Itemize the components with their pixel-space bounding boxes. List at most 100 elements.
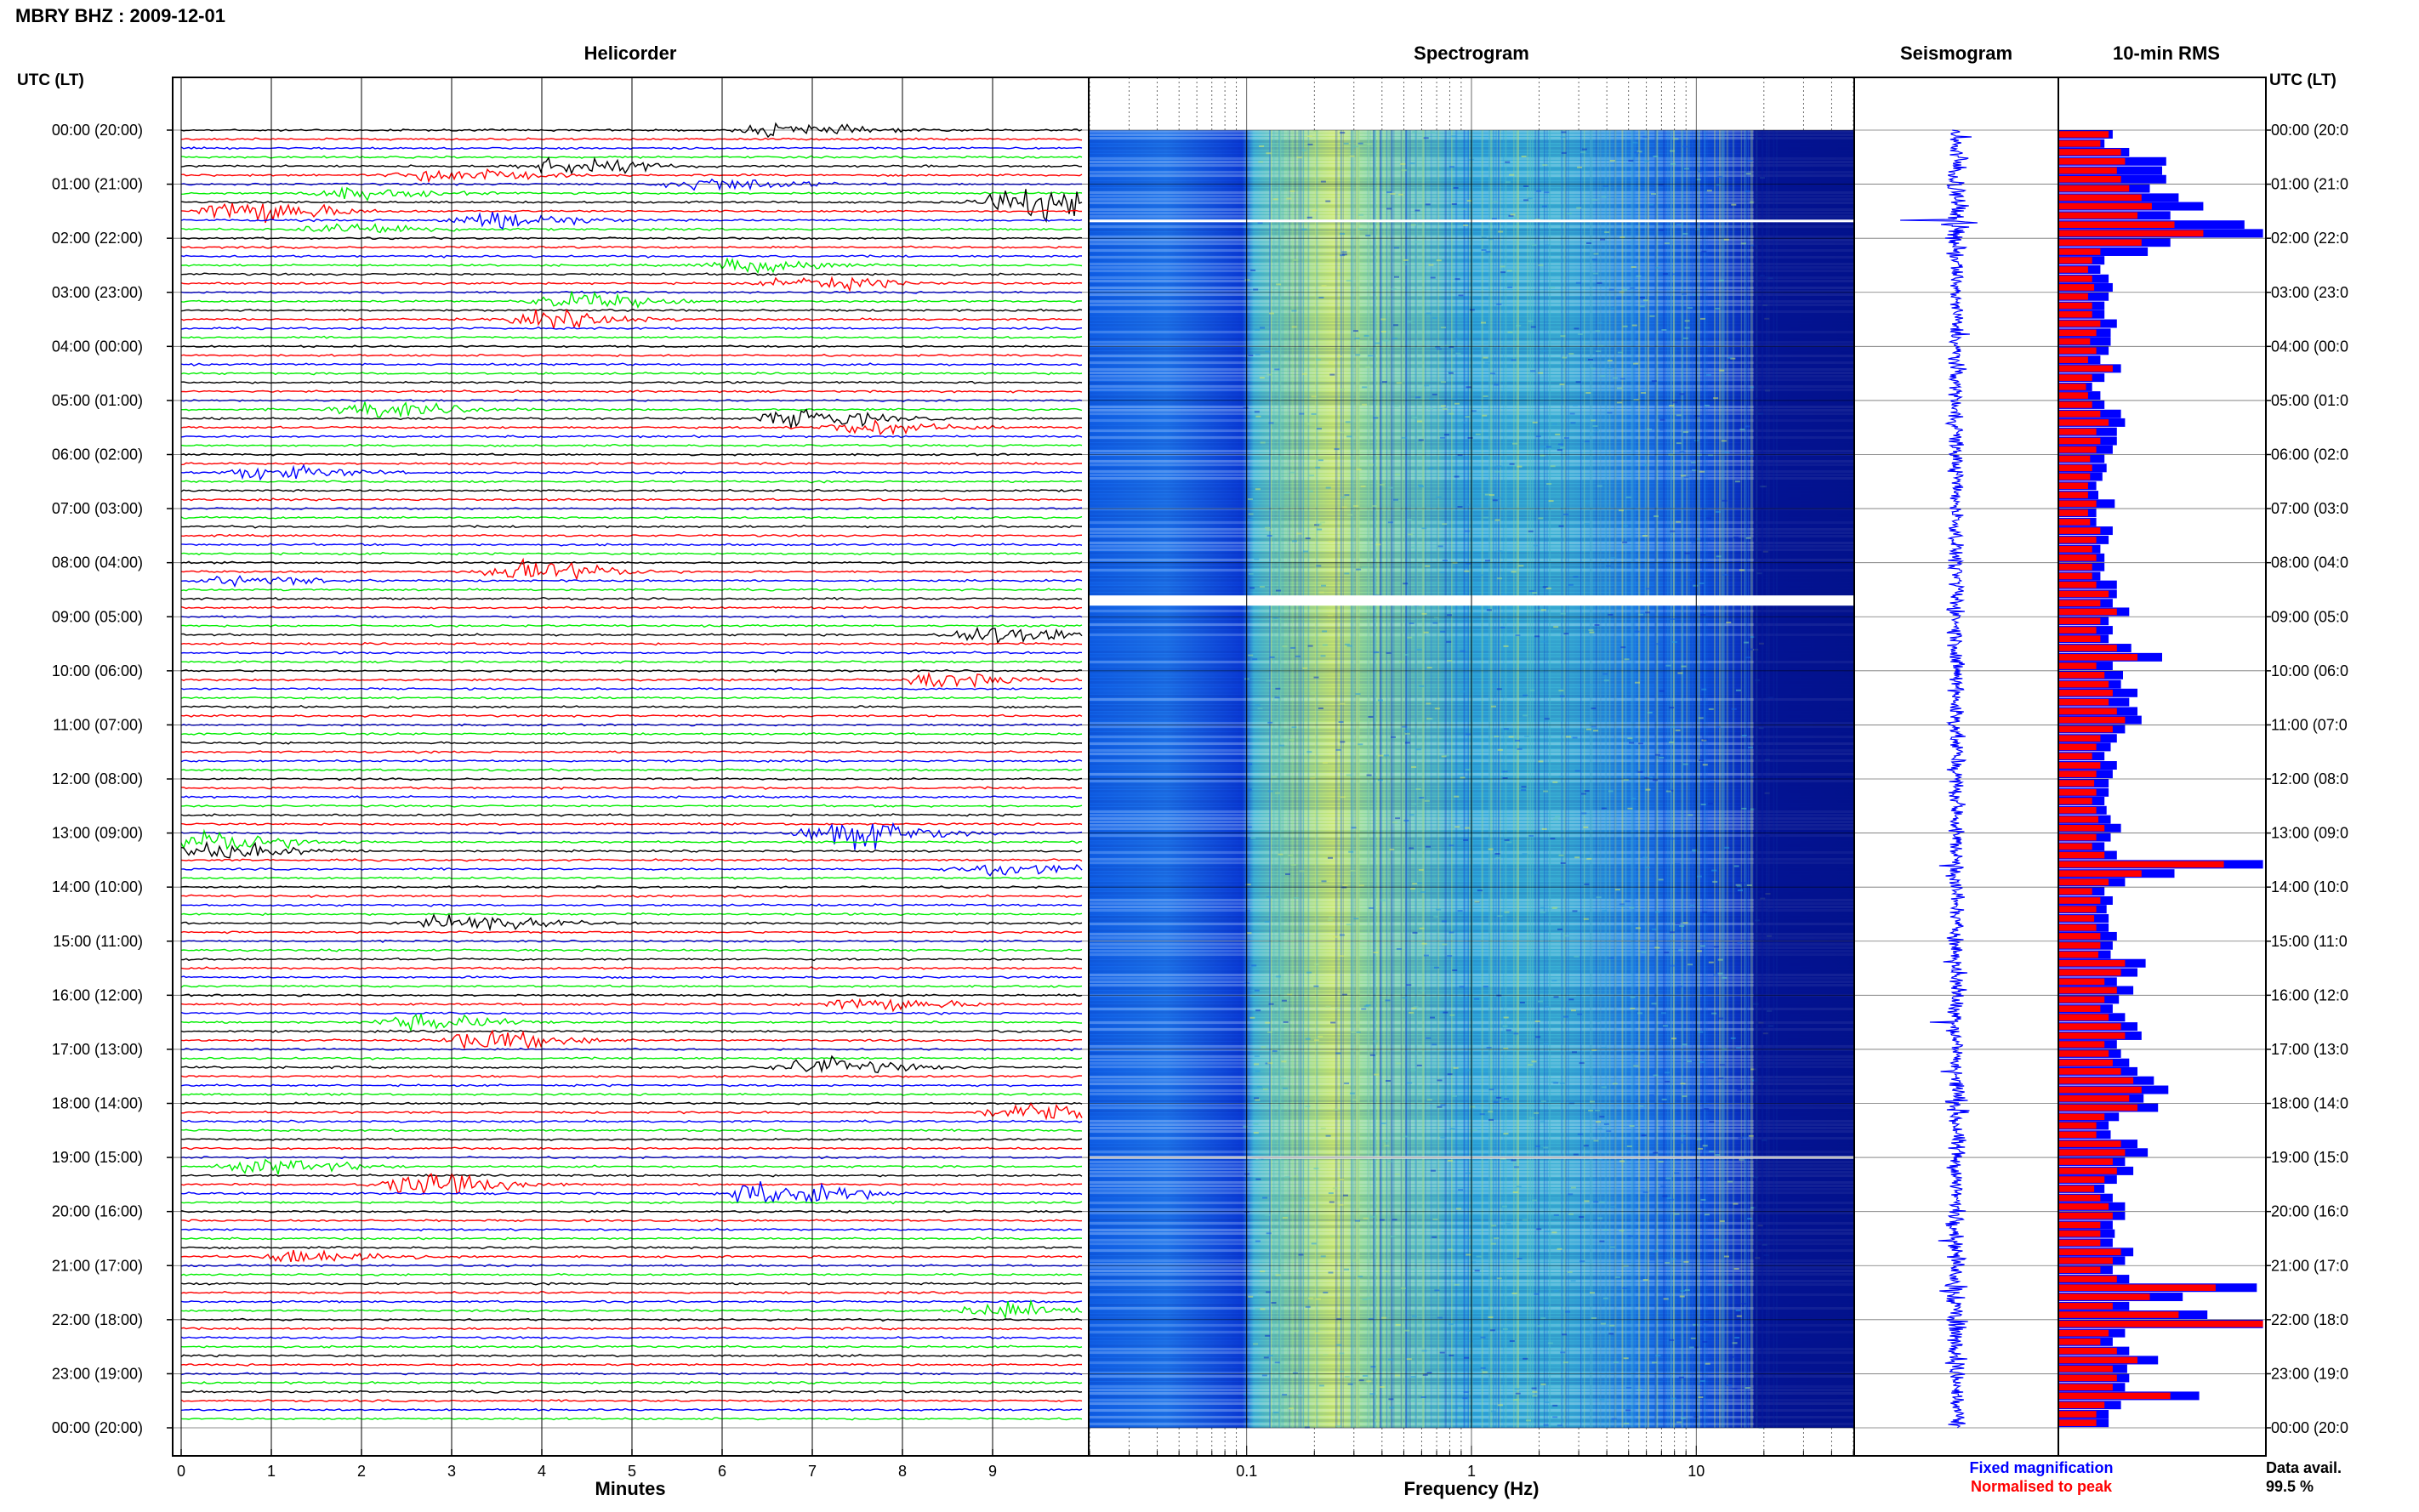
spectrogram-speckle	[1390, 192, 1396, 195]
spectrogram-speckle	[1626, 1145, 1632, 1147]
spectrogram-speckle	[1465, 1069, 1471, 1071]
rms-bar-normalised	[2059, 500, 2097, 508]
spectrogram-speckle	[1678, 1376, 1684, 1378]
spectrogram-speckle	[1601, 807, 1607, 810]
spectrogram-speckle	[1469, 1340, 1475, 1343]
spectrogram-speckle	[1363, 1374, 1368, 1377]
spectrogram-speckle	[1679, 393, 1685, 395]
spectrogram-speckle	[1559, 384, 1565, 385]
spectrogram-speckle	[1713, 1238, 1719, 1241]
spectrogram-speckle	[1723, 238, 1729, 241]
spectrogram-speckle	[1531, 1387, 1537, 1390]
spectrogram-speckle	[1625, 1409, 1631, 1412]
spectrogram-speckle	[1328, 361, 1334, 364]
spectrogram-speckle	[1369, 1215, 1375, 1218]
rms-bar-normalised	[2059, 798, 2092, 804]
spectrogram-speckle	[1254, 1055, 1260, 1058]
spectrogram-speckle	[1348, 850, 1354, 853]
spectrogram-speckle	[1454, 826, 1460, 828]
spectrogram-speckle	[1346, 774, 1352, 776]
spectrogram-speckle	[1682, 1095, 1688, 1098]
spectrogram-speckle	[1639, 305, 1645, 308]
spectrogram-speckle	[1738, 1137, 1744, 1140]
spectrogram-speckle	[1340, 796, 1346, 799]
rms-bar-normalised	[2059, 1266, 2101, 1274]
spectrogram-speckle	[1745, 173, 1751, 175]
spectrogram-speckle	[1676, 520, 1681, 523]
spectrogram-speckle	[1534, 1293, 1540, 1295]
seismogram-trace	[1900, 129, 1978, 1429]
spectrogram-speckle	[1568, 998, 1574, 1001]
spectrogram-speckle	[1676, 414, 1682, 417]
spectrogram-speckle	[1659, 756, 1665, 759]
spectrogram-speckle	[1669, 405, 1675, 407]
spectrogram-speckle	[1681, 475, 1686, 477]
spectrogram-speckle	[1401, 169, 1407, 172]
spectrogram-speckle	[1695, 537, 1701, 540]
spectrogram-speckle	[1584, 1200, 1590, 1202]
spectrogram-speckle	[1366, 1297, 1372, 1299]
spectrogram-speckle	[1693, 1176, 1699, 1179]
spectrogram-speckle	[1496, 1277, 1502, 1280]
spectrogram-speckle	[1513, 1032, 1519, 1035]
spectrogram-speckle	[1730, 1037, 1736, 1039]
spectrogram-speckle	[1266, 895, 1272, 898]
rms-bar-normalised	[2059, 708, 2117, 715]
spectrogram-speckle	[1696, 950, 1702, 952]
figure-title: MBRY BHZ : 2009-12-01	[15, 5, 225, 26]
spectrogram-speckle	[1540, 1120, 1545, 1123]
spectrogram-speckle	[1497, 1404, 1503, 1407]
spectrogram-speckle	[1278, 853, 1283, 855]
spectrogram-speckle	[1515, 634, 1521, 637]
spectrogram-speckle	[1333, 1108, 1339, 1111]
rms-bar-normalised	[2059, 1339, 2101, 1345]
spectrogram-speckle	[1583, 1145, 1589, 1147]
spectrogram-speckle	[1420, 989, 1426, 992]
spectrogram-speckle	[1461, 421, 1467, 423]
spectrogram-speckle	[1597, 1127, 1603, 1129]
spectrogram-speckle	[1461, 207, 1467, 210]
spectrogram-speckle	[1577, 166, 1583, 168]
spectrogram-speckle	[1563, 437, 1569, 440]
spectrogram-speckle	[1591, 1178, 1597, 1180]
spectrogram-speckle	[1343, 1194, 1348, 1197]
spectrogram-speckle	[1574, 856, 1580, 859]
spectrogram-speckle	[1305, 1106, 1311, 1107]
spectrogram-speckle	[1676, 224, 1682, 226]
spectrogram-speckle	[1444, 344, 1450, 347]
spectrogram-speckle	[1544, 191, 1550, 194]
spectrogram-speckle	[1291, 540, 1297, 543]
rms-bar-normalised	[2059, 1140, 2121, 1147]
spectrogram-speckle	[1601, 1086, 1607, 1089]
rms-bar-normalised	[2059, 149, 2121, 156]
spectrogram-speckle	[1322, 630, 1328, 633]
rms-bar-normalised	[2059, 554, 2097, 561]
spectrogram-speckle	[1416, 648, 1422, 651]
spectrogram-speckle	[1370, 1366, 1376, 1368]
spectrogram-speckle	[1262, 1088, 1268, 1090]
spectrogram-speckle	[1428, 468, 1434, 469]
spectrogram-speckle	[1274, 368, 1280, 371]
spectrogram-speckle	[1340, 741, 1346, 743]
spectrogram-speckle	[1609, 1246, 1615, 1248]
right-axis-label: UTC (LT)	[2269, 71, 2336, 89]
spectrogram-speckle	[1709, 1151, 1715, 1153]
rms-bar-normalised	[2059, 1411, 2097, 1418]
spectrogram-speckle	[1633, 1065, 1639, 1067]
spectrogram-speckle	[1391, 1236, 1396, 1238]
spectrogram-speckle	[1532, 421, 1538, 423]
spectrogram-speckle	[1341, 251, 1347, 253]
rms-bar-normalised	[2059, 789, 2097, 796]
spectrogram-speckle	[1699, 470, 1705, 473]
spectrogram-speckle	[1573, 404, 1578, 406]
rms-bar-normalised	[2059, 1365, 2113, 1373]
spectrogram-speckle	[1248, 498, 1253, 500]
spectrogram-speckle	[1411, 1007, 1417, 1009]
spectrogram-speckle	[1682, 293, 1687, 295]
spectrogram-speckle	[1661, 1098, 1667, 1100]
spectrogram-speckle	[1528, 590, 1534, 592]
spectrogram-speckle	[1700, 1198, 1706, 1201]
spectrogram-speckle	[1255, 488, 1261, 491]
spectrogram-speckle	[1381, 1316, 1387, 1319]
spectrogram-speckle	[1354, 337, 1360, 339]
